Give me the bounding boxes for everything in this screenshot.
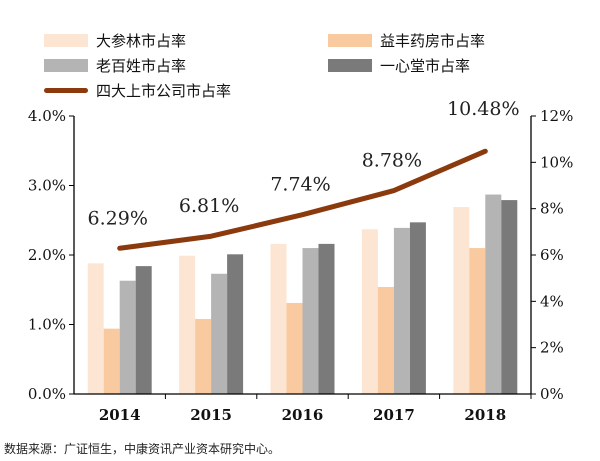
y-tick-label-right: 2% [540,339,564,357]
bar-3-2017 [409,222,426,394]
bar-0-2014 [87,263,104,394]
data-label: 8.78% [362,150,422,172]
y-tick-label-left: 3.0% [28,177,66,195]
y-tick-label-right: 8% [540,200,564,218]
x-tick-label: 2018 [464,406,506,424]
legend-label: 四大上市公司市占率 [96,82,232,100]
legend-label: 益丰药房市占率 [380,32,486,50]
bar-1-2015 [195,318,212,394]
legend-swatch [328,59,372,72]
legend-swatch [44,88,88,93]
x-tick-label: 2014 [99,406,141,424]
y-tick-label-left: 2.0% [28,246,66,264]
bar-2-2018 [485,194,502,394]
bar-2-2014 [119,280,136,394]
bar-0-2016 [270,243,287,394]
legend-item-2: 老百姓市占率 [44,55,186,76]
bar-3-2018 [501,200,518,394]
x-tick-label: 2016 [282,406,324,424]
bar-1-2018 [469,248,486,394]
source-note: 数据来源：广证恒生，中康资讯产业资本研究中心。 [4,442,281,456]
bar-3-2015 [227,254,244,394]
bar-2-2016 [302,248,319,394]
bar-0-2015 [179,255,196,394]
bar-0-2018 [453,207,470,394]
x-tick-label: 2015 [190,406,232,424]
y-tick-label-left: 4.0% [28,107,66,125]
chart: 0.0% 1.0% 2.0% 3.0% 4.0% 0% 2% 4% 6% 8% 10% 12% 2014… [28,98,573,424]
data-label: 10.48% [447,98,519,120]
y-tick-label-right: 10% [540,153,573,171]
legend-item-1: 益丰药房市占率 [328,30,485,51]
y-tick-label-right: 12% [540,107,573,125]
legend-swatch [44,34,88,47]
legend-label: 老百姓市占率 [96,57,187,75]
legend-item-3: 一心堂市占率 [328,55,470,76]
bar-1-2017 [377,286,394,394]
bar-2-2015 [211,273,228,394]
data-label: 6.29% [88,207,148,229]
legend-swatch [44,59,88,72]
data-label: 6.81% [179,195,239,217]
y-tick-label-left: 1.0% [28,316,66,334]
y-tick-label-left: 0.0% [28,385,66,403]
bar-2-2017 [393,227,410,394]
bar-3-2014 [135,266,152,394]
y-tick-label-right: 6% [540,246,564,264]
y-tick-label-right: 4% [540,292,564,310]
legend-item-4: 四大上市公司市占率 [44,80,231,101]
legend-label: 大参林市占率 [96,32,187,50]
bar-1-2016 [286,302,303,394]
legend-label: 一心堂市占率 [380,57,471,75]
y-tick-label-right: 0% [540,385,564,403]
line-series [117,148,488,251]
bar-1-2014 [103,328,120,394]
x-tick-label: 2017 [373,406,415,424]
legend-item-0: 大参林市占率 [44,30,186,51]
bar-3-2016 [318,243,335,394]
bar-0-2017 [361,229,378,394]
data-label: 7.74% [270,174,330,196]
legend-swatch [328,34,372,47]
